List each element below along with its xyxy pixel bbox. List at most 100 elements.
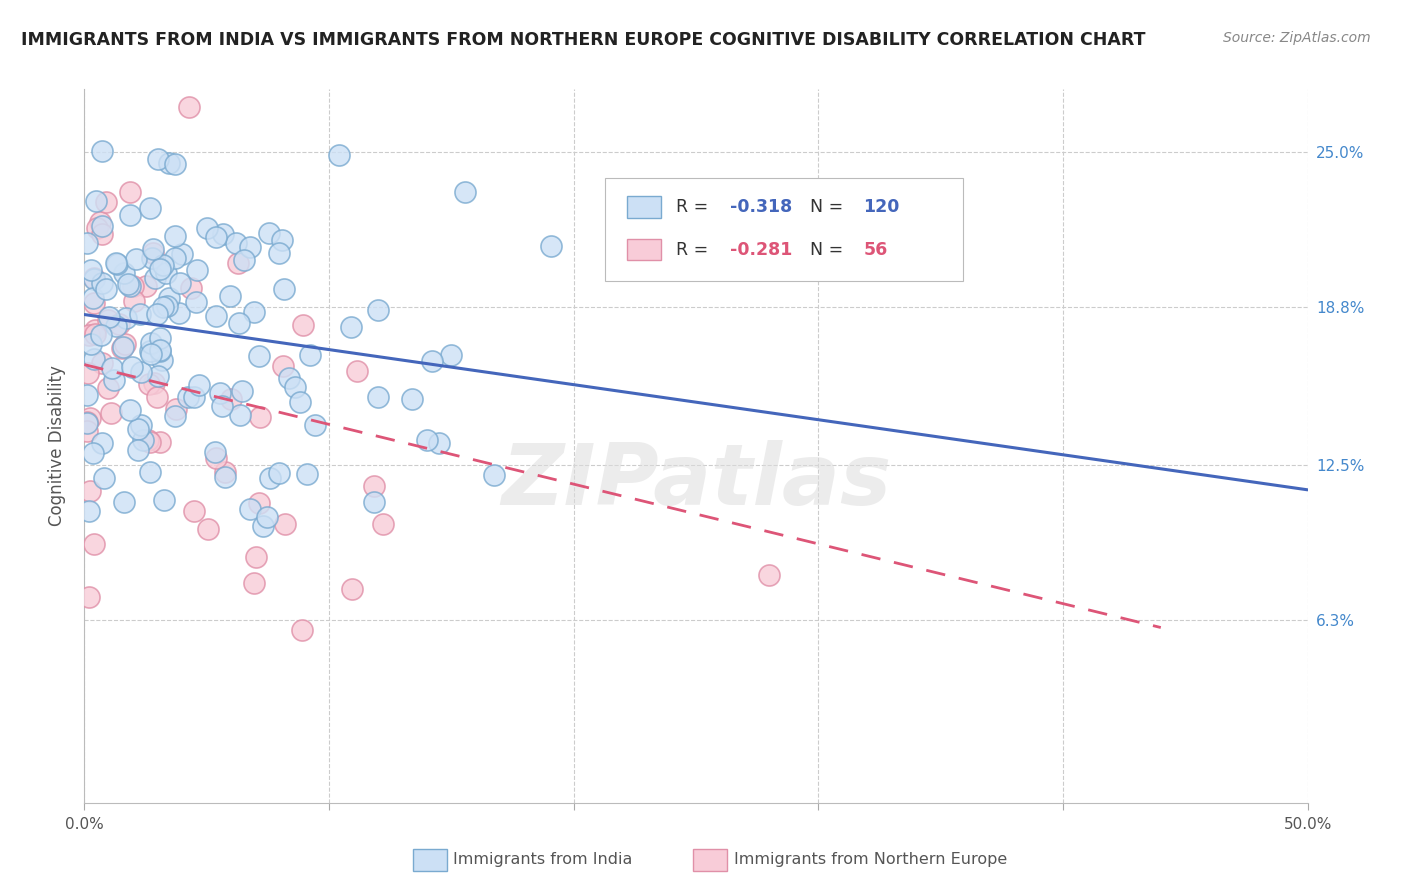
Point — [127, 422, 149, 436]
Point — [211, 399, 233, 413]
Point — [167, 306, 190, 320]
Point — [139, 347, 162, 361]
Point — [149, 343, 172, 357]
Point — [112, 495, 135, 509]
Point — [80, 263, 103, 277]
Point — [186, 295, 208, 310]
Point — [245, 549, 267, 564]
Point — [298, 349, 321, 363]
Point — [249, 496, 271, 510]
Point — [155, 266, 177, 280]
Point — [80, 337, 103, 351]
Text: Source: ZipAtlas.com: Source: ZipAtlas.com — [1223, 31, 1371, 45]
Point — [427, 435, 450, 450]
Point — [401, 392, 423, 406]
Point — [76, 235, 98, 250]
Point — [83, 537, 105, 551]
Point — [340, 319, 363, 334]
Point — [94, 194, 117, 209]
Point — [156, 300, 179, 314]
Point — [84, 322, 107, 336]
Point — [454, 185, 477, 199]
Point — [205, 310, 228, 324]
Point — [177, 390, 200, 404]
Point — [91, 436, 114, 450]
Point — [146, 390, 169, 404]
Text: R =: R = — [676, 198, 714, 216]
Point — [122, 293, 145, 308]
Text: -0.318: -0.318 — [730, 198, 792, 216]
Point — [97, 381, 120, 395]
Point — [79, 503, 101, 517]
Point — [225, 235, 247, 250]
Point — [179, 100, 201, 114]
Point — [346, 363, 368, 377]
Point — [76, 415, 98, 429]
Text: Immigrants from India: Immigrants from India — [453, 853, 633, 867]
Point — [284, 380, 307, 394]
Point — [304, 418, 326, 433]
Point — [131, 418, 153, 433]
Point — [163, 228, 186, 243]
Point — [271, 359, 294, 373]
Point — [118, 208, 141, 222]
Point — [132, 434, 155, 448]
Point — [120, 185, 142, 199]
Point — [252, 519, 274, 533]
Point — [90, 219, 112, 234]
Point — [149, 331, 172, 345]
Y-axis label: Cognitive Disability: Cognitive Disability — [48, 366, 66, 526]
Point — [363, 479, 385, 493]
Point — [77, 590, 100, 604]
Point — [146, 307, 169, 321]
Point — [91, 227, 114, 241]
Point — [540, 238, 562, 252]
Point — [270, 233, 292, 247]
Text: 120: 120 — [863, 198, 900, 216]
Point — [150, 353, 173, 368]
Point — [90, 276, 112, 290]
Point — [204, 444, 226, 458]
Point — [148, 344, 170, 359]
Point — [295, 467, 318, 481]
Point — [138, 376, 160, 391]
Point — [232, 253, 254, 268]
Point — [208, 385, 231, 400]
Text: ZIPatlas: ZIPatlas — [501, 440, 891, 524]
Point — [149, 262, 172, 277]
Point — [96, 282, 118, 296]
Point — [197, 221, 219, 235]
Point — [139, 201, 162, 215]
Point — [90, 145, 112, 159]
Point — [120, 278, 142, 293]
Point — [108, 317, 131, 331]
Point — [77, 327, 100, 342]
Point — [93, 470, 115, 484]
Point — [90, 355, 112, 369]
Point — [83, 296, 105, 310]
Point — [169, 276, 191, 290]
Point — [183, 504, 205, 518]
Point — [165, 409, 187, 423]
Point — [197, 522, 219, 536]
Point — [77, 366, 100, 380]
Point — [136, 434, 159, 448]
Point — [83, 271, 105, 285]
Text: IMMIGRANTS FROM INDIA VS IMMIGRANTS FROM NORTHERN EUROPE COGNITIVE DISABILITY CO: IMMIGRANTS FROM INDIA VS IMMIGRANTS FROM… — [21, 31, 1146, 49]
Point — [129, 365, 152, 379]
Point — [121, 279, 143, 293]
Point — [157, 156, 180, 170]
Point — [214, 465, 236, 479]
Point — [141, 335, 163, 350]
Point — [292, 318, 315, 332]
Point — [267, 466, 290, 480]
Point — [484, 468, 506, 483]
Point — [247, 349, 270, 363]
Point — [157, 291, 180, 305]
Point — [117, 277, 139, 292]
Point — [86, 221, 108, 235]
Point — [110, 341, 132, 355]
Point — [212, 227, 235, 241]
Point — [76, 424, 98, 438]
Text: 56: 56 — [863, 241, 887, 259]
